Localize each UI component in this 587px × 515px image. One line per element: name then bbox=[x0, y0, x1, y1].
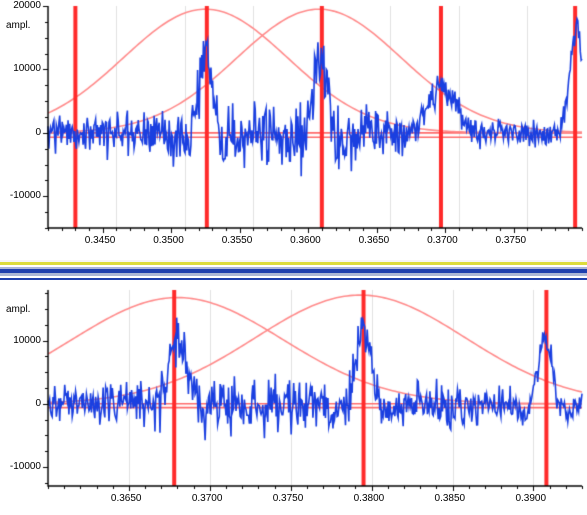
x-tick-label: 0.3550 bbox=[222, 235, 253, 246]
x-tick-label: 0.3450 bbox=[85, 235, 116, 246]
x-tick-label: 0.3650 bbox=[359, 235, 390, 246]
y-tick-label: 20000 bbox=[1, 0, 41, 11]
x-tick-label: 0.3900 bbox=[515, 493, 546, 504]
x-tick-label: 0.3600 bbox=[290, 235, 321, 246]
y-axis-label: ampl. bbox=[6, 304, 30, 315]
x-tick-label: 0.3850 bbox=[435, 493, 466, 504]
x-tick-label: 0.3700 bbox=[427, 235, 458, 246]
y-axis-label: ampl. bbox=[6, 20, 30, 31]
x-tick-label: 0.3650 bbox=[111, 493, 142, 504]
y-tick-label: 0 bbox=[1, 398, 41, 409]
plot-canvas-top bbox=[0, 0, 587, 258]
separator-stripe bbox=[0, 280, 587, 282]
y-tick-label: 10000 bbox=[1, 63, 41, 74]
x-tick-label: 0.3750 bbox=[496, 235, 527, 246]
y-tick-label: 10000 bbox=[1, 335, 41, 346]
chart-panel-top: -10000 0 10000 20000 0.3450 0.3500 0.3550 0.360… bbox=[0, 0, 587, 258]
chart-panel-bottom: -10000 0 10000 0.3650 0.3700 0.3750 0.3800 0.38… bbox=[0, 284, 587, 515]
x-tick-label: 0.3800 bbox=[354, 493, 385, 504]
x-tick-label: 0.3700 bbox=[192, 493, 223, 504]
y-tick-label: -10000 bbox=[1, 190, 41, 201]
separator-band bbox=[0, 260, 587, 282]
y-tick-label: 0 bbox=[1, 127, 41, 138]
x-tick-label: 0.3750 bbox=[273, 493, 304, 504]
y-tick-label: -10000 bbox=[1, 461, 41, 472]
plot-canvas-bottom bbox=[0, 284, 587, 515]
x-tick-label: 0.3500 bbox=[153, 235, 184, 246]
